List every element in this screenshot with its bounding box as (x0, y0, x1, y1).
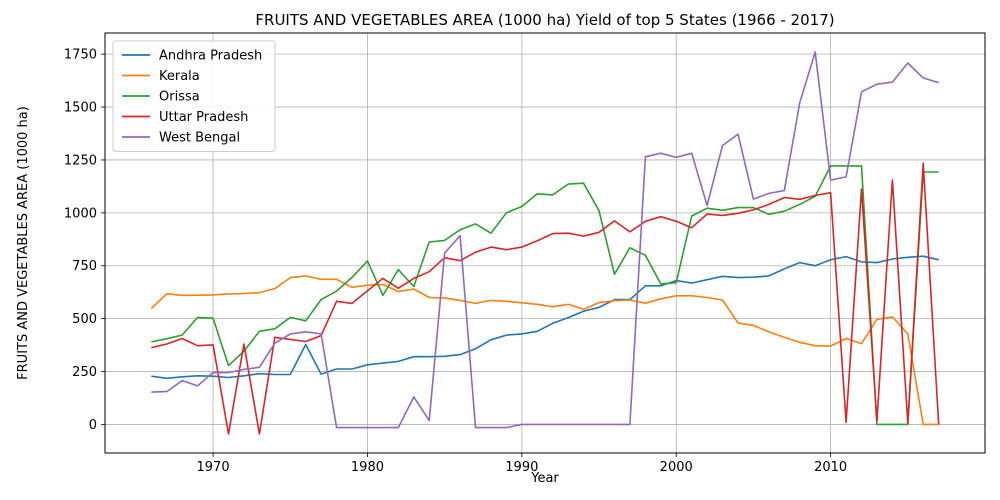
x-tick-label: 1970 (197, 460, 230, 475)
legend-label: Andhra Pradesh (159, 49, 262, 64)
y-tick-label: 1750 (64, 48, 97, 63)
series-line-andhra-pradesh (151, 255, 939, 380)
axis-ticks: 1970 1980 1990 2000 2010 0 250 500 750 1000 1250 15… (64, 48, 847, 475)
legend-label: Orissa (159, 90, 200, 105)
legend-label: Uttar Pradesh (159, 110, 248, 125)
chart-title: FRUITS AND VEGETABLES AREA (1000 ha) Yie… (255, 11, 834, 29)
x-tick-label: 2010 (814, 460, 847, 475)
legend-box (112, 40, 276, 152)
legend-label: Kerala (159, 69, 200, 84)
series-line-orissa (151, 165, 939, 426)
y-tick-label: 0 (89, 418, 97, 433)
legend: Andhra Pradesh Kerala Orissa Uttar Pradesh W… (112, 40, 276, 152)
grid (105, 33, 985, 453)
x-tick-label: 1980 (351, 460, 384, 475)
x-axis-label: Year (530, 471, 559, 486)
y-axis-label: FRUITS AND VEGETABLES AREA (1000 ha) (16, 106, 31, 380)
series-lines (150, 51, 940, 435)
legend-label: West Bengal (159, 131, 240, 146)
x-tick-label: 2000 (660, 460, 693, 475)
y-tick-label: 1250 (64, 153, 97, 168)
y-tick-label: 750 (72, 259, 97, 274)
y-tick-label: 1000 (64, 206, 97, 221)
x-tick-label: 1990 (505, 460, 538, 475)
plot-frame (104, 32, 986, 454)
y-tick-label: 500 (72, 312, 97, 327)
y-tick-label: 250 (72, 365, 97, 380)
y-tick-label: 1500 (64, 101, 97, 116)
series-line-west-bengal (151, 51, 939, 429)
series-line-kerala (150, 275, 939, 426)
